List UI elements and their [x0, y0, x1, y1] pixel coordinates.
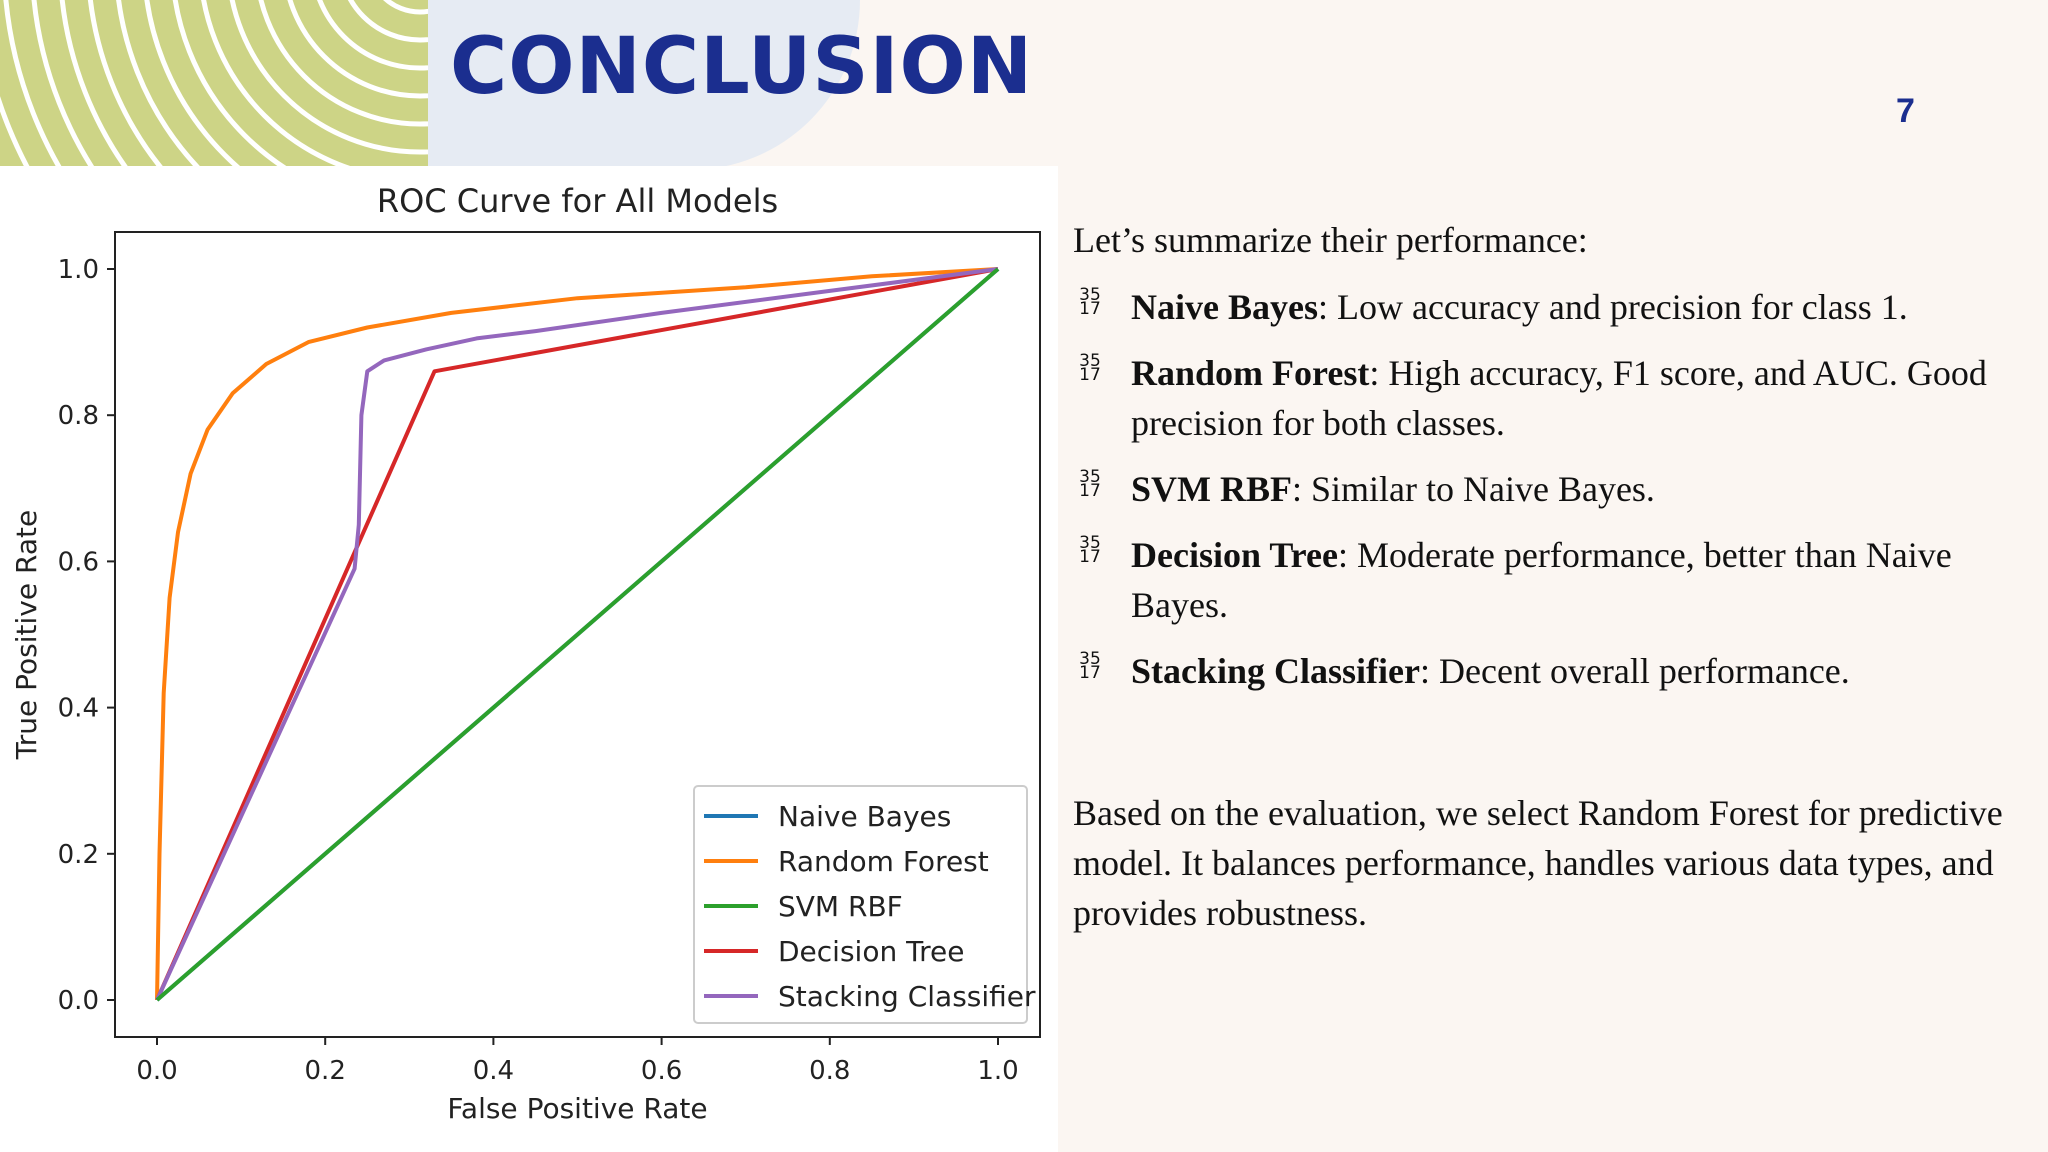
- x-axis-label: False Positive Rate: [447, 1092, 707, 1125]
- roc-line-random-forest: [155, 267, 999, 1001]
- bullet-marker: 35 17: [1079, 649, 1101, 683]
- x-tick-label: 0.0: [136, 1056, 177, 1086]
- stripe-arc: [229, 0, 428, 155]
- conclusion-paragraph: Based on the evaluation, we select Rando…: [1073, 793, 2003, 933]
- model-description: : Decent overall performance.: [1420, 651, 1850, 691]
- model-name: Naive Bayes: [1131, 287, 1318, 327]
- y-tick-label: 0.0: [58, 986, 99, 1016]
- legend-label: Decision Tree: [778, 935, 964, 968]
- model-name: Random Forest: [1131, 353, 1370, 393]
- legend-label: Stacking Classifier: [778, 980, 1036, 1013]
- stripe-arc: [347, 0, 428, 43]
- bullet-marker: 35 17: [1079, 533, 1101, 567]
- summary-item-naive-bayes: 35 17 Naive Bayes: Low accuracy and preci…: [1073, 282, 2023, 332]
- y-tick-label: 0.6: [58, 547, 99, 577]
- y-tick-label: 0.2: [58, 840, 99, 870]
- bullet-marker: 35 17: [1079, 285, 1101, 319]
- stripe-arc: [383, 0, 428, 15]
- summary-item-svm-rbf: 35 17 SVM RBF: Similar to Naive Bayes.: [1073, 464, 2023, 514]
- model-description: : Low accuracy and precision for class 1…: [1317, 287, 1908, 327]
- y-tick-label: 1.0: [58, 255, 99, 285]
- model-description: : High accuracy, F1 score, and AUC. Good…: [1131, 353, 1987, 443]
- x-tick-label: 0.8: [809, 1056, 850, 1086]
- model-name: Stacking Classifier: [1131, 651, 1421, 691]
- legend-label: Random Forest: [778, 845, 989, 878]
- summary-intro: Let’s summarize their performance:: [1073, 220, 1588, 260]
- roc-line-stacking-classifier: [155, 267, 999, 1001]
- y-tick-label: 0.8: [58, 401, 99, 431]
- x-tick-label: 0.2: [305, 1056, 346, 1086]
- legend-box: [693, 785, 1028, 1024]
- plot-frame: [114, 231, 1041, 1038]
- bullet-marker: 35 17: [1079, 467, 1101, 501]
- model-name: Decision Tree: [1131, 535, 1338, 575]
- y-tick-label: 0.4: [58, 694, 99, 724]
- stripe-arc: [258, 0, 428, 127]
- roc-line-svm-rbf: [155, 267, 1000, 1002]
- slide-title: CONCLUSION: [450, 22, 1034, 112]
- x-tick-label: 0.6: [641, 1056, 682, 1086]
- legend-label: Naive Bayes: [778, 800, 951, 833]
- model-name: SVM RBF: [1131, 469, 1292, 509]
- summary-item-stacking-classifier: 35 17 Stacking Classifier: Decent overall…: [1073, 646, 2023, 696]
- model-summary-list: 35 17 Naive Bayes: Low accuracy and preci…: [1073, 282, 2023, 696]
- decorative-arc-stripes: [0, 0, 428, 166]
- chart-title: ROC Curve for All Models: [377, 182, 778, 220]
- roc-line-decision-tree: [155, 267, 999, 1001]
- stripe-arc: [316, 0, 428, 71]
- summary-text-area: Let’s summarize their performance: 35 17 …: [1073, 215, 2023, 938]
- legend-label: SVM RBF: [778, 890, 903, 923]
- roc-chart-panel: ROC Curve for All Models 0.0 0.2 0.4 0.6 0.8 1…: [0, 166, 1058, 1152]
- page-number: 7: [1896, 92, 1915, 130]
- summary-item-random-forest: 35 17 Random Forest: High accuracy, F1 sc…: [1073, 348, 2023, 448]
- bullet-marker: 35 17: [1079, 351, 1101, 385]
- x-tick-label: 0.4: [473, 1056, 514, 1086]
- stripe-arc: [287, 0, 428, 99]
- model-description: : Moderate performance, better than Naiv…: [1131, 535, 1952, 625]
- y-axis-label: True Positive Rate: [10, 510, 43, 760]
- x-tick-label: 1.0: [977, 1056, 1018, 1086]
- roc-chart: ROC Curve for All Models 0.0 0.2 0.4 0.6 0.8 1…: [10, 182, 1041, 1125]
- summary-item-decision-tree: 35 17 Decision Tree: Moderate performance…: [1073, 530, 2023, 630]
- model-description: : Similar to Naive Bayes.: [1292, 469, 1655, 509]
